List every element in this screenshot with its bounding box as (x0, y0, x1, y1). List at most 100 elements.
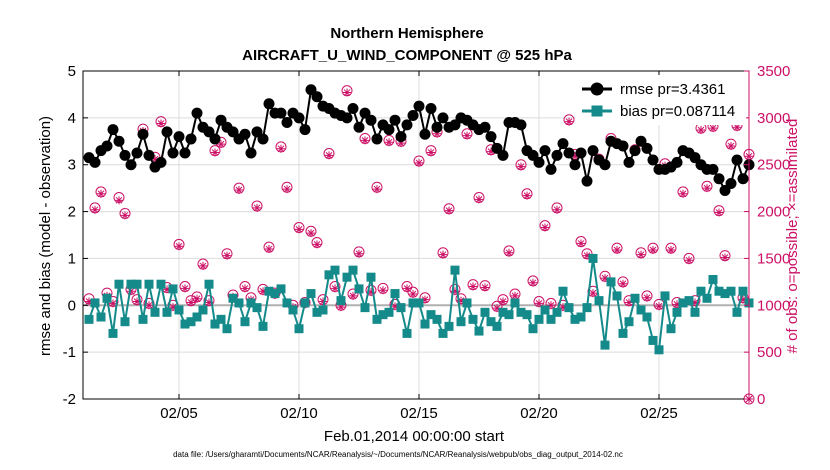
bias-point (594, 296, 604, 306)
obs-assimilated-point (691, 298, 699, 307)
bias-point (708, 275, 718, 285)
bias-point (318, 305, 328, 315)
rmse-point (629, 145, 641, 157)
obs-assimilated-point (127, 287, 135, 296)
bias-point (396, 303, 406, 313)
bias-point (702, 293, 712, 303)
bias-point (132, 279, 142, 289)
x-tick-label: 02/10 (280, 405, 318, 422)
bias-point (378, 310, 388, 320)
bias-point (528, 324, 538, 334)
bias-point (90, 298, 100, 308)
rmse-point (263, 98, 275, 110)
rmse-point (119, 149, 131, 161)
bias-point (252, 303, 262, 313)
obs-assimilated-point (703, 184, 711, 193)
obs-assimilated-point (469, 282, 477, 291)
obs-assimilated-point (415, 158, 423, 167)
bias-point (198, 305, 208, 315)
bias-point (642, 312, 652, 322)
bias-point (504, 310, 514, 320)
obs-assimilated-point (637, 250, 645, 259)
obs-assimilated-point (625, 298, 633, 307)
obs-assimilated-point (739, 295, 747, 304)
obs-assimilated-point (205, 298, 213, 307)
obs-assimilated-point (85, 297, 93, 306)
rmse-point (353, 121, 365, 133)
rmse-point (515, 119, 527, 131)
rmse-point (581, 175, 593, 187)
obs-assimilated-point (295, 225, 303, 234)
bias-point (558, 286, 568, 296)
obs-assimilated-point (403, 284, 411, 293)
rmse-point (257, 133, 269, 145)
obs-assimilated-point (535, 299, 543, 308)
obs-assimilated-point (133, 297, 141, 306)
bias-point (324, 270, 334, 280)
legend-bias-marker (591, 105, 603, 117)
rmse-point (281, 117, 293, 129)
rmse-point (143, 149, 155, 161)
x-tick-label: 02/25 (640, 405, 678, 422)
obs-assimilated-point (91, 205, 99, 214)
obs-assimilated-point (157, 119, 165, 128)
bias-point (498, 307, 508, 317)
obs-assimilated-point (259, 287, 267, 296)
bias-point (402, 328, 412, 338)
bias-point (330, 265, 340, 275)
obs-assimilated-point (433, 129, 441, 138)
obs-assimilated-point (685, 256, 693, 265)
obs-assimilated-point (379, 286, 387, 295)
rmse-point (569, 159, 581, 171)
bias-point (654, 345, 664, 355)
obs-assimilated-point (361, 136, 369, 145)
bias-point (462, 298, 472, 308)
rmse-point (671, 156, 683, 168)
bias-point (306, 289, 316, 299)
y-right-tick-label: 2500 (757, 157, 790, 174)
bias-point (270, 289, 280, 299)
obs-assimilated-point (367, 288, 375, 297)
rmse-point (407, 110, 419, 122)
rmse-point (485, 131, 497, 143)
bias-point (438, 328, 448, 338)
y-left-axis-ticks: -2 -1 0 1 2 3 4 5 (63, 63, 88, 408)
obs-assimilated-point (439, 250, 447, 259)
bias-point (138, 314, 148, 324)
obs-assimilated-point (667, 245, 675, 254)
bias-point (474, 326, 484, 336)
bias-point (510, 298, 520, 308)
obs-assimilated-point (385, 138, 393, 147)
rmse-point (575, 147, 587, 159)
obs-assimilated-point (673, 300, 681, 309)
bias-point (414, 298, 424, 308)
obs-assimilated-point (121, 211, 129, 220)
bias-point (618, 328, 628, 338)
x-tick-label: 02/15 (400, 405, 438, 422)
obs-assimilated-point (409, 290, 417, 299)
obs-assimilated-point (427, 148, 435, 157)
rmse-point (155, 156, 167, 168)
bias-point (480, 307, 490, 317)
obs-assimilated-point (553, 205, 561, 214)
rmse-point (401, 119, 413, 131)
obs-assimilated-point (331, 284, 339, 293)
bias-point (636, 305, 646, 315)
y-right-tick-label: 1000 (757, 297, 790, 314)
rmse-point (161, 126, 173, 138)
rmse-point (191, 107, 203, 119)
obs-assimilated-point (193, 294, 201, 303)
y-right-tick-label: 3500 (757, 63, 790, 80)
y-right-tick-label: 1500 (757, 250, 790, 267)
bias-point (102, 293, 112, 303)
bias-point (432, 314, 442, 324)
rmse-point (431, 121, 443, 133)
rmse-point (599, 159, 611, 171)
bias-point (168, 284, 178, 294)
y-left-tick-label: 4 (68, 110, 76, 127)
rmse-point (293, 112, 305, 124)
bias-point (228, 293, 238, 303)
rmse-point (479, 121, 491, 133)
bias-point (282, 298, 292, 308)
rmse-point (725, 177, 737, 189)
